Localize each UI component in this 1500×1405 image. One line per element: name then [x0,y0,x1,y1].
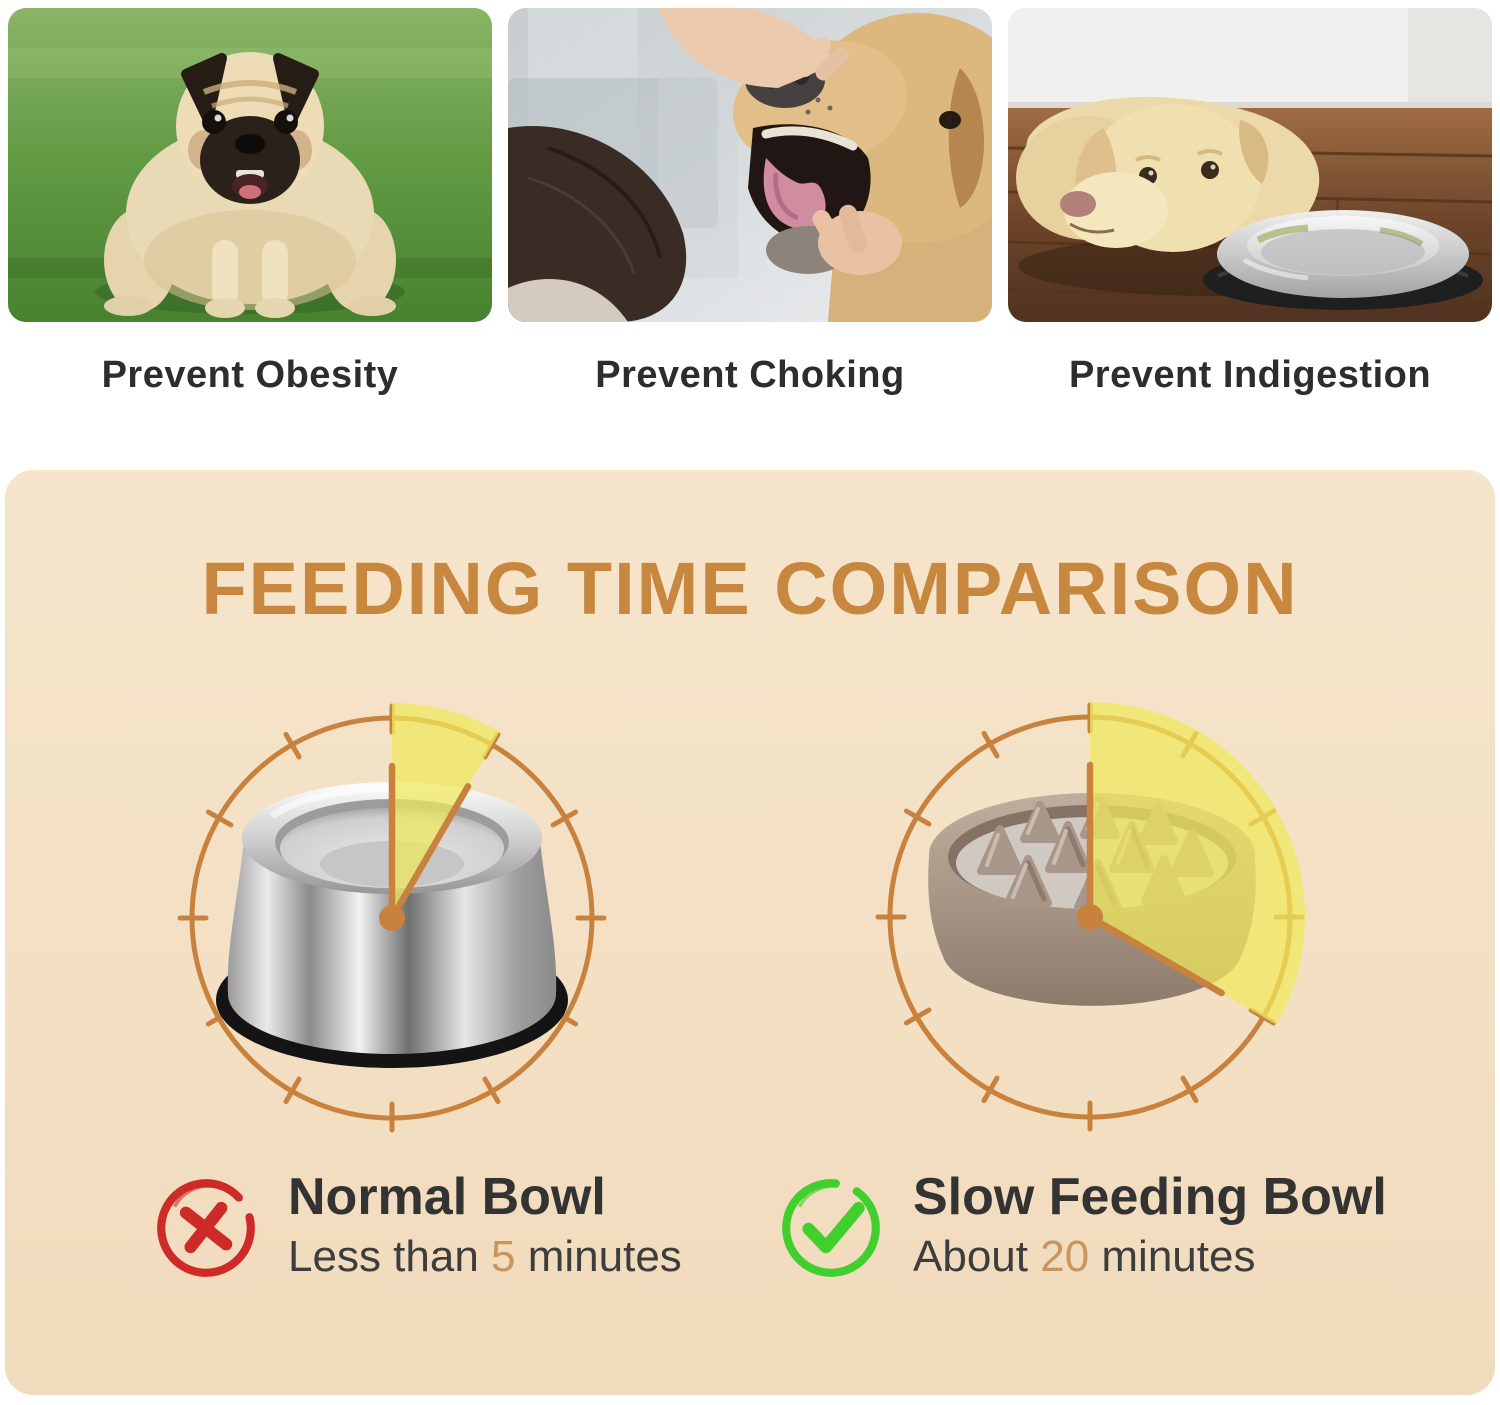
choking-check-illustration [508,8,992,322]
minutes-value: 20 [1040,1231,1090,1281]
subtitle-text: minutes [515,1231,682,1281]
photo-choking-check [508,8,992,322]
subtitle-text: minutes [1089,1231,1256,1281]
photo-indigestion-lab [1008,8,1492,322]
obese-pug-illustration [8,8,492,322]
slow-feeding-bowl-legend-text: Slow Feeding Bowl About 20 minutes [913,1170,1387,1280]
normal-bowl-legend-text: Normal Bowl Less than 5 minutes [288,1170,682,1280]
check-icon [782,1179,880,1277]
subtitle-text: Less than [288,1231,492,1281]
slow-feeding-bowl-title: Slow Feeding Bowl [913,1168,1387,1226]
caption-prevent-choking: Prevent Choking [595,354,905,396]
sad-labrador-illustration [1008,8,1492,322]
normal-bowl-subtitle: Less than 5 minutes [288,1231,682,1281]
caption-row: Prevent Obesity Prevent Choking Prevent … [8,354,1492,397]
normal-bowl-clock-graphic [177,703,607,1133]
normal-bowl-title: Normal Bowl [288,1168,606,1226]
feeding-time-comparison-panel: FEEDING TIME COMPARISON [5,470,1495,1395]
slow-feeding-bowl-subtitle: About 20 minutes [913,1231,1387,1281]
normal-bowl-clock [162,688,622,1148]
normal-bowl-legend: Normal Bowl Less than 5 minutes [150,1170,682,1284]
photo-row [8,8,1492,322]
clock-wedge-and-hands [379,703,500,931]
clock-wedge-and-hands [1077,702,1306,1025]
caption-prevent-indigestion: Prevent Indigestion [1068,354,1432,396]
slow-feeding-bowl-clock-graphic [875,702,1306,1132]
panel-title: FEEDING TIME COMPARISON [201,547,1299,630]
subtitle-text: About [913,1231,1041,1281]
photo-obese-pug [8,8,492,322]
slow-feeding-bowl-legend: Slow Feeding Bowl About 20 minutes [775,1170,1387,1284]
cross-icon [157,1179,255,1277]
slow-feeding-bowl-clock [860,687,1320,1147]
caption-prevent-obesity: Prevent Obesity [101,354,399,396]
minutes-value: 5 [491,1231,516,1281]
